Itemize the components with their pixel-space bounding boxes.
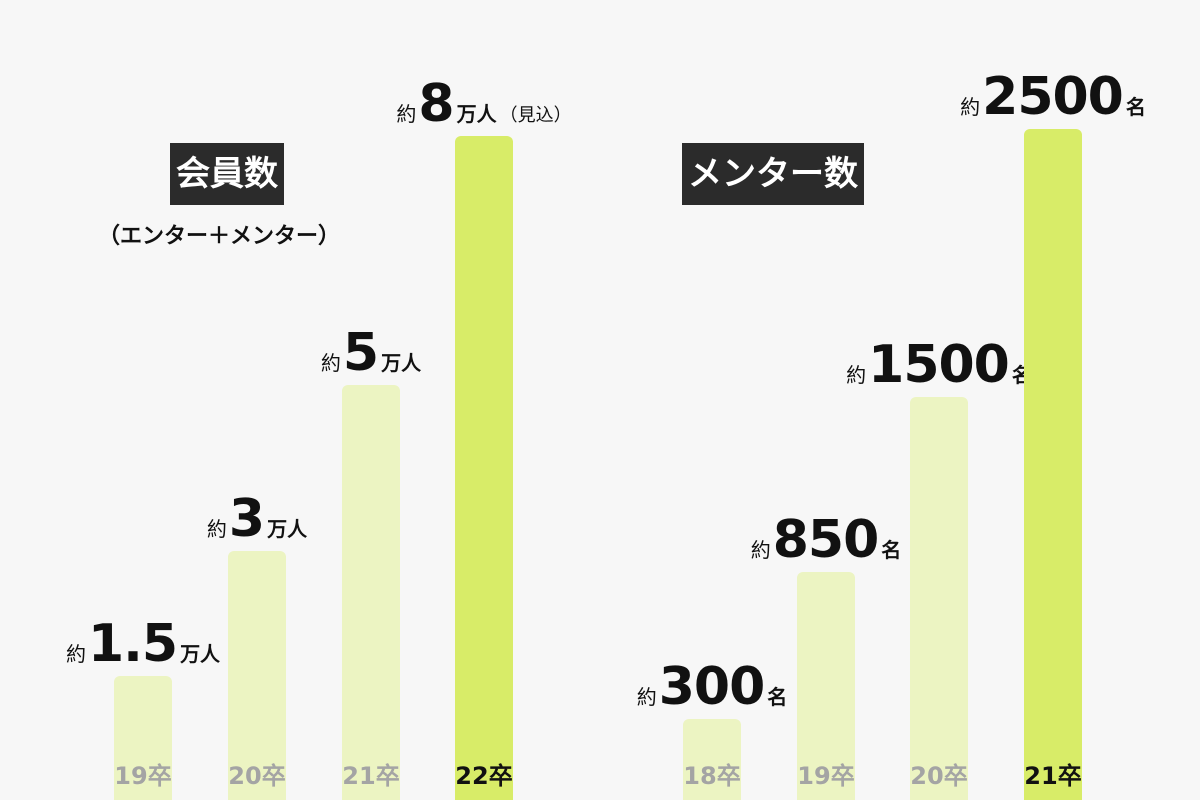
value-label-pre: 約 bbox=[846, 363, 867, 388]
bar-21卒 bbox=[342, 385, 400, 800]
value-label-num: 1.5 bbox=[87, 613, 178, 674]
bar-21卒 bbox=[1024, 129, 1082, 800]
category-label: 22卒 bbox=[455, 762, 513, 790]
value-label-pre: 約 bbox=[206, 517, 227, 541]
value-label-pre: 約 bbox=[636, 685, 657, 710]
value-label-pre: 約 bbox=[396, 102, 417, 126]
category-label: 18卒 bbox=[683, 762, 741, 790]
value-label-num: 300 bbox=[658, 657, 766, 718]
value-label-num: 850 bbox=[772, 509, 880, 570]
value-label: 約8 万人 （見込） bbox=[396, 78, 571, 130]
value-label: 約1.5 万人 bbox=[66, 618, 220, 670]
value-label-pre: 約 bbox=[65, 641, 86, 666]
value-label: 約850 名 bbox=[751, 514, 902, 566]
value-label-unit: 名 bbox=[881, 537, 902, 562]
value-label-pre: 約 bbox=[320, 351, 341, 375]
members-chart-subtitle: （エンター＋メンター） bbox=[98, 224, 341, 249]
bar-19卒 bbox=[114, 675, 172, 800]
value-label: 約5 万人 bbox=[321, 327, 421, 379]
value-label-num: 8 bbox=[418, 74, 454, 134]
category-label: 21卒 bbox=[342, 762, 400, 790]
category-label: 20卒 bbox=[910, 762, 968, 790]
value-label-num: 3 bbox=[228, 489, 265, 549]
value-label-pre: 約 bbox=[750, 537, 771, 562]
members-chart-title: 会員数 bbox=[170, 143, 284, 205]
value-label-unit: 万人 bbox=[381, 351, 422, 375]
bar-18卒 bbox=[683, 719, 741, 800]
bar-20卒 bbox=[228, 551, 286, 800]
value-label-note: （見込） bbox=[499, 105, 572, 126]
value-label-num: 5 bbox=[342, 323, 379, 383]
value-label-unit: 名 bbox=[767, 685, 788, 710]
category-label: 21卒 bbox=[1024, 762, 1082, 790]
value-label-num: 2500 bbox=[982, 67, 1124, 127]
value-label: 約2500 名 bbox=[960, 71, 1146, 123]
bar-19卒 bbox=[797, 571, 855, 800]
value-label-unit: 万人 bbox=[456, 102, 497, 126]
value-label-unit: 万人 bbox=[267, 517, 308, 541]
value-label-pre: 約 bbox=[960, 95, 981, 119]
mentors-chart-title: メンター数 bbox=[682, 143, 864, 205]
value-label: 約300 名 bbox=[637, 661, 788, 713]
value-label-num: 1500 bbox=[868, 335, 1010, 396]
value-label: 約1500 名 bbox=[846, 339, 1032, 391]
category-label: 19卒 bbox=[114, 762, 172, 790]
bar-20卒 bbox=[910, 397, 968, 800]
bar-22卒 bbox=[455, 136, 513, 800]
category-label: 19卒 bbox=[797, 762, 855, 790]
category-label: 20卒 bbox=[228, 762, 286, 790]
value-label-unit: 万人 bbox=[180, 641, 221, 666]
value-label-unit: 名 bbox=[1125, 95, 1146, 119]
value-label: 約3 万人 bbox=[207, 493, 307, 545]
